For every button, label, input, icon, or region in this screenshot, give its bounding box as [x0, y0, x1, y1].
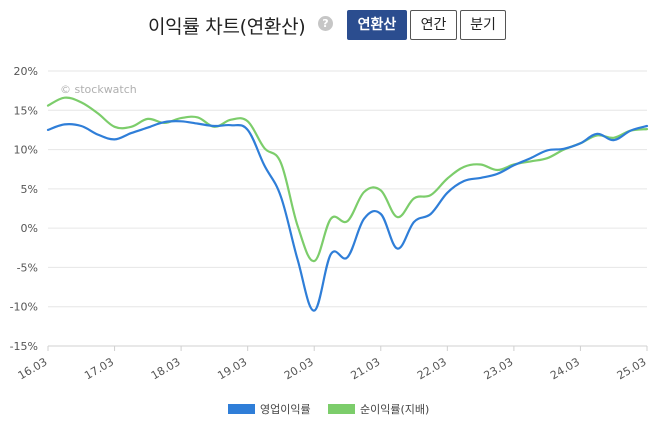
legend-label-operating: 영업이익률 — [260, 403, 311, 416]
chart-header: 이익률 차트(연환산) ? 연환산 연간 분기 — [0, 0, 664, 52]
y-tick-label: 10% — [14, 144, 38, 157]
x-tick-label: 25.03 — [615, 355, 649, 382]
legend-item-operating[interactable]: 영업이익률 — [228, 401, 311, 417]
series-line-net-margin — [46, 96, 649, 263]
legend-swatch-operating — [228, 404, 255, 414]
annual-button[interactable]: 연간 — [410, 10, 457, 40]
legend-item-net[interactable]: 순이익률(지배) — [328, 401, 429, 417]
annualized-button[interactable]: 연환산 — [347, 10, 407, 40]
x-tick-label: 22.03 — [415, 355, 449, 382]
quarterly-button[interactable]: 분기 — [460, 10, 506, 40]
x-tick-label: 18.03 — [149, 355, 183, 382]
x-tick-label: 16.03 — [16, 355, 50, 382]
chart-plot: 20% 15% 10% 5% 0% -5% -10% -15% 16.03 17.03 18.03 1… — [10, 65, 649, 382]
x-tick-label: 23.03 — [482, 355, 516, 382]
x-tick-label: 21.03 — [348, 355, 382, 382]
legend-label-net: 순이익률(지배) — [360, 403, 430, 416]
y-tick-label: -15% — [10, 340, 38, 353]
series-line-operating-margin — [46, 120, 649, 312]
y-tick-label: 0% — [21, 222, 38, 235]
y-tick-label: 5% — [21, 183, 38, 196]
chart-legend: 영업이익률 순이익률(지배) — [0, 401, 664, 417]
x-tick-label: 24.03 — [548, 355, 582, 382]
watermark: © stockwatch — [60, 83, 137, 96]
y-tick-label: 15% — [14, 104, 38, 117]
x-tick-label: 20.03 — [282, 355, 316, 382]
chart-title: 이익률 차트(연환산) — [148, 16, 306, 38]
y-tick-label: 20% — [14, 65, 38, 78]
y-tick-label: -5% — [17, 261, 38, 274]
help-icon[interactable]: ? — [318, 16, 333, 31]
legend-swatch-net — [328, 404, 355, 414]
x-tick-label: 17.03 — [82, 355, 116, 382]
x-tick-label: 19.03 — [215, 355, 249, 382]
y-tick-label: -10% — [10, 301, 38, 314]
